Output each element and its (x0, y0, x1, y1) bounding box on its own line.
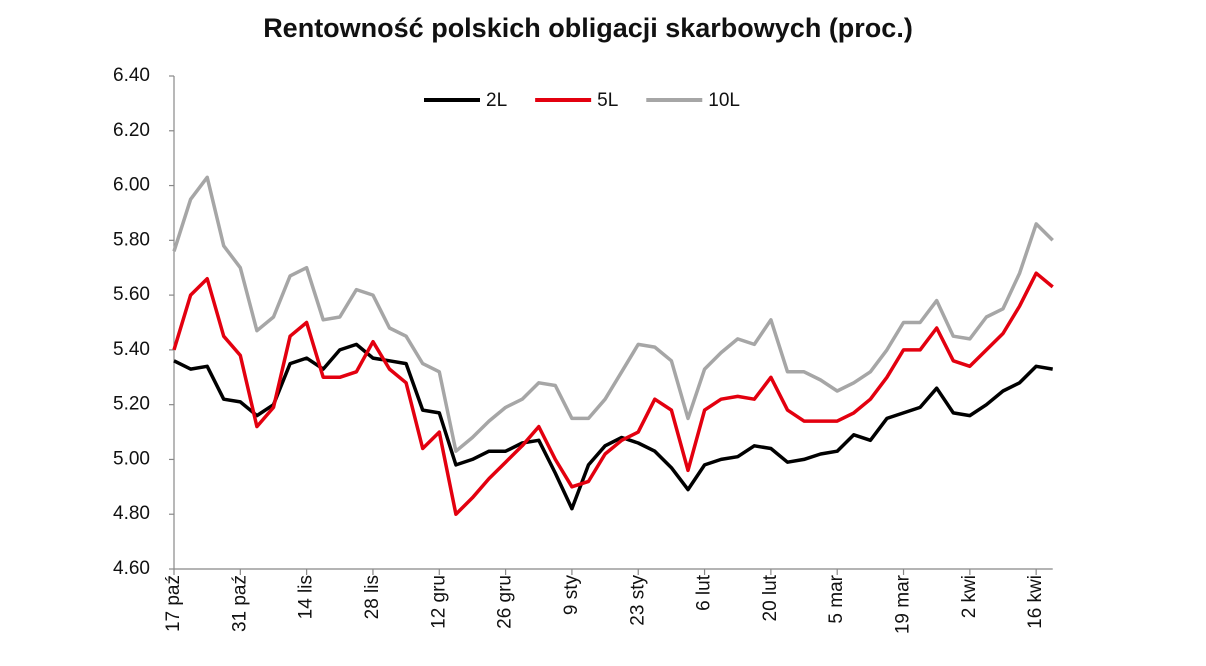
y-tick-label: 5.00 (113, 448, 150, 469)
chart-title: Rentowność polskich obligacji skarbowych… (263, 13, 913, 43)
y-tick-label: 4.60 (113, 558, 150, 579)
x-tick-label: 31 paź (229, 575, 250, 632)
series-line (172, 271, 1054, 516)
y-tick-label: 5.80 (113, 229, 150, 250)
series-line (172, 175, 1054, 453)
y-tick-label: 6.20 (113, 120, 150, 141)
x-tick-label: 6 lut (694, 574, 715, 611)
x-tick-label: 2 kwi (959, 575, 980, 618)
y-tick-label: 4.80 (113, 503, 150, 524)
x-tick-label: 23 sty (627, 575, 648, 626)
x-tick-label: 16 kwi (1025, 575, 1046, 629)
x-tick-label: 14 lis (296, 575, 317, 619)
x-tick-label: 26 gru (495, 575, 516, 629)
legend-label: 2L (486, 90, 507, 111)
legend-label: 10L (708, 90, 740, 111)
y-tick-label: 6.40 (113, 65, 150, 86)
legend-label: 5L (597, 90, 618, 111)
y-tick-label: 6.00 (113, 175, 150, 196)
y-tick-label: 5.60 (113, 284, 150, 305)
x-tick-label: 9 sty (561, 575, 582, 616)
x-tick-label: 5 mar (826, 574, 847, 623)
x-tick-label: 19 mar (893, 574, 914, 634)
x-tick-label: 17 paź (163, 575, 184, 632)
x-tick-label: 28 lis (362, 575, 383, 619)
x-tick-label: 12 gru (428, 575, 449, 629)
y-tick-label: 5.20 (113, 394, 150, 415)
x-tick-label: 20 lut (760, 574, 781, 621)
y-tick-label: 5.40 (113, 339, 150, 360)
series-line (173, 342, 1053, 511)
